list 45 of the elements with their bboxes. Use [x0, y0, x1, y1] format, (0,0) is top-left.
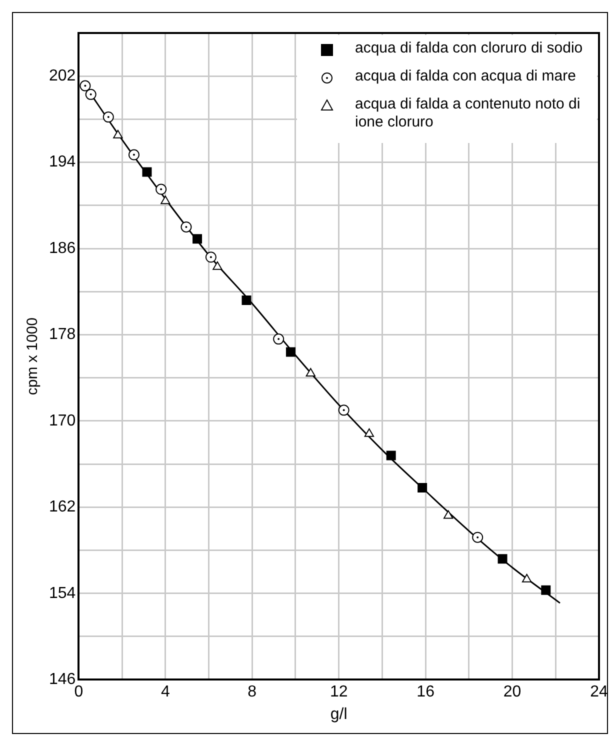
y-tick-label: 162: [48, 498, 76, 516]
point: [80, 80, 91, 92]
x-tick-label: 20: [503, 684, 522, 701]
point: [522, 574, 532, 582]
y-tick-label: 146: [48, 671, 76, 688]
point: [498, 554, 508, 564]
x-tick-label: 12: [330, 684, 348, 701]
point: [85, 88, 96, 100]
point: [444, 510, 454, 519]
point: [113, 130, 123, 138]
point: [160, 196, 170, 204]
point: [212, 261, 222, 270]
point: [128, 149, 140, 160]
point: [102, 112, 114, 123]
point: [418, 483, 428, 493]
point: [142, 167, 152, 177]
point: [273, 334, 284, 345]
point: [205, 252, 216, 263]
y-tick-label: 186: [48, 240, 76, 257]
legend-label: acqua di falda con cloruro di sodio: [355, 40, 583, 57]
x-tick-label: 8: [248, 684, 257, 701]
legend-label: acqua di falda a contenuto noto di ione cloruro: [355, 96, 580, 131]
point: [306, 368, 316, 377]
y-tick-label: 170: [48, 412, 76, 430]
point: [242, 296, 252, 306]
y-tick-label: 194: [48, 154, 76, 171]
point: [541, 585, 551, 595]
y-tick-label: 178: [48, 326, 76, 344]
point: [156, 184, 167, 195]
point: [364, 428, 374, 437]
x-tick-label: 16: [416, 684, 435, 701]
point: [192, 234, 202, 244]
x-tick-label: 0: [74, 684, 84, 701]
y-tick-label: 154: [48, 584, 76, 602]
point: [286, 347, 296, 357]
x-tick-label: 4: [160, 684, 170, 701]
point: [386, 450, 396, 460]
x-tick-label: 24: [590, 684, 608, 701]
y-axis-title: cpm x 1000: [24, 318, 42, 396]
point: [338, 404, 350, 416]
point: [180, 221, 192, 232]
x-axis-title: g/l: [330, 706, 348, 723]
legend-label: acqua di falda con acqua di mare: [355, 68, 576, 85]
y-tick-label: 202: [48, 68, 76, 85]
point: [472, 532, 484, 543]
